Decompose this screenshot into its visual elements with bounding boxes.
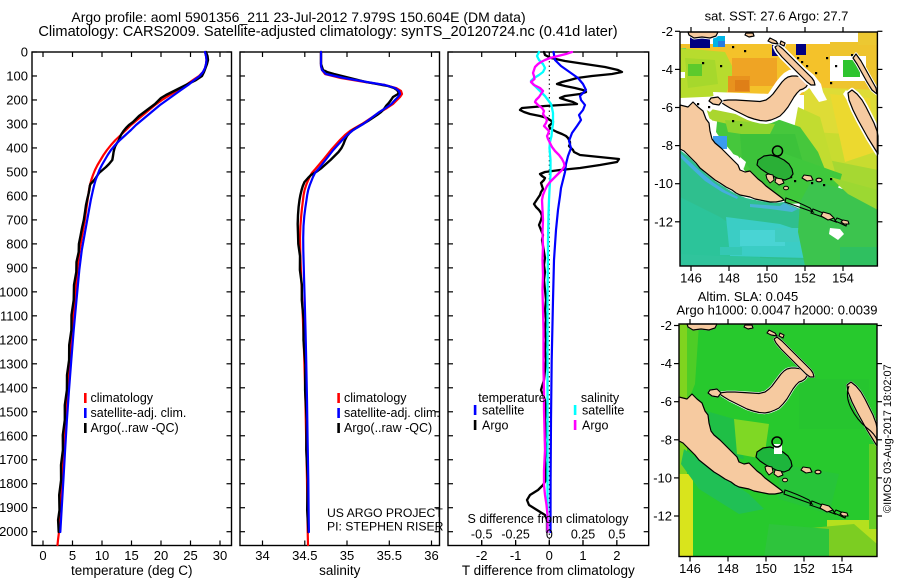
svg-text:300: 300 — [6, 116, 28, 131]
svg-text:temperature (deg C): temperature (deg C) — [71, 563, 193, 578]
svg-text:-4: -4 — [661, 62, 673, 77]
svg-text:1300: 1300 — [0, 356, 28, 371]
svg-text:1000: 1000 — [0, 284, 28, 299]
svg-text:34: 34 — [255, 548, 269, 563]
svg-text:0: 0 — [39, 548, 46, 563]
svg-text:-0.25: -0.25 — [501, 528, 530, 542]
svg-text:-6: -6 — [660, 394, 672, 409]
svg-text:sat. SST: 27.6 Argo: 27.7: sat. SST: 27.6 Argo: 27.7 — [705, 9, 849, 24]
svg-text:PI: STEPHEN RISER: PI: STEPHEN RISER — [327, 520, 444, 534]
svg-text:-8: -8 — [660, 432, 672, 447]
svg-text:satellite: satellite — [582, 404, 624, 418]
svg-text:©IMOS 03-Aug-2017 18:02:07: ©IMOS 03-Aug-2017 18:02:07 — [882, 364, 894, 513]
svg-text:30: 30 — [213, 548, 227, 563]
svg-text:-12: -12 — [653, 509, 672, 524]
svg-text:10: 10 — [95, 548, 109, 563]
svg-text:1100: 1100 — [0, 308, 28, 323]
svg-text:-2: -2 — [476, 548, 488, 563]
svg-text:1600: 1600 — [0, 428, 28, 443]
svg-text:1700: 1700 — [0, 452, 28, 467]
svg-text:US ARGO PROJECT: US ARGO PROJECT — [327, 506, 443, 520]
svg-text:climatology: climatology — [344, 391, 407, 405]
svg-text:-10: -10 — [653, 470, 672, 485]
svg-text:2000: 2000 — [0, 524, 28, 539]
svg-text:148: 148 — [717, 561, 739, 576]
svg-text:Argo: Argo — [482, 419, 508, 433]
svg-text:900: 900 — [6, 260, 28, 275]
svg-text:148: 148 — [718, 271, 740, 286]
svg-text:-8: -8 — [661, 138, 673, 153]
svg-text:satellite-adj. clim.: satellite-adj. clim. — [91, 406, 187, 420]
svg-text:200: 200 — [6, 92, 28, 107]
svg-text:0.5: 0.5 — [608, 528, 625, 542]
svg-text:Altim. SLA: 0.045: Altim. SLA: 0.045 — [698, 289, 798, 304]
svg-text:0: 0 — [21, 45, 28, 60]
svg-text:1200: 1200 — [0, 332, 28, 347]
svg-text:salinity: salinity — [581, 391, 620, 405]
svg-text:154: 154 — [832, 271, 854, 286]
svg-text:-10: -10 — [654, 176, 673, 191]
svg-text:146: 146 — [679, 561, 701, 576]
svg-text:800: 800 — [6, 236, 28, 251]
svg-text:35.5: 35.5 — [377, 548, 402, 563]
svg-text:1800: 1800 — [0, 476, 28, 491]
svg-text:146: 146 — [680, 271, 702, 286]
svg-text:satellite: satellite — [482, 404, 524, 418]
svg-text:35: 35 — [340, 548, 354, 563]
svg-text:-6: -6 — [661, 100, 673, 115]
svg-text:1400: 1400 — [0, 380, 28, 395]
svg-text:Argo(..raw -QC): Argo(..raw -QC) — [91, 421, 179, 435]
svg-text:20: 20 — [154, 548, 168, 563]
svg-text:700: 700 — [6, 212, 28, 227]
svg-text:36: 36 — [424, 548, 438, 563]
svg-text:climatology: climatology — [91, 391, 154, 405]
svg-text:0.25: 0.25 — [571, 528, 595, 542]
svg-text:0: 0 — [546, 528, 553, 542]
svg-text:salinity: salinity — [319, 563, 361, 578]
svg-text:5: 5 — [69, 548, 76, 563]
svg-text:-12: -12 — [654, 214, 673, 229]
svg-text:temperature: temperature — [478, 391, 545, 405]
svg-text:150: 150 — [756, 271, 778, 286]
svg-text:2: 2 — [613, 548, 620, 563]
svg-text:154: 154 — [831, 561, 853, 576]
svg-text:25: 25 — [183, 548, 197, 563]
svg-text:Argo h1000: 0.0047 h2000: 0.00: Argo h1000: 0.0047 h2000: 0.0039 — [677, 303, 878, 318]
svg-text:Argo: Argo — [582, 419, 608, 433]
svg-text:-0.5: -0.5 — [471, 528, 493, 542]
svg-text:1: 1 — [579, 548, 586, 563]
svg-text:34.5: 34.5 — [292, 548, 317, 563]
svg-text:0: 0 — [546, 548, 553, 563]
svg-text:152: 152 — [794, 271, 816, 286]
svg-text:1500: 1500 — [0, 404, 28, 419]
svg-text:satellite-adj. clim.: satellite-adj. clim. — [344, 406, 440, 420]
svg-text:-1: -1 — [510, 548, 522, 563]
svg-text:600: 600 — [6, 188, 28, 203]
svg-text:1900: 1900 — [0, 500, 28, 515]
svg-text:Argo(..raw -QC): Argo(..raw -QC) — [344, 421, 432, 435]
svg-text:-2: -2 — [661, 24, 673, 39]
svg-text:-2: -2 — [660, 318, 672, 333]
svg-text:S difference from climatology: S difference from climatology — [468, 512, 630, 526]
svg-text:15: 15 — [124, 548, 138, 563]
svg-text:500: 500 — [6, 164, 28, 179]
svg-text:152: 152 — [793, 561, 815, 576]
svg-text:400: 400 — [6, 140, 28, 155]
svg-text:Argo profile: aoml 5901356_211: Argo profile: aoml 5901356_211 23-Jul-20… — [71, 9, 525, 25]
svg-text:150: 150 — [755, 561, 777, 576]
svg-text:T difference from climatology: T difference from climatology — [462, 563, 635, 578]
svg-text:Climatology: CARS2009. Satelli: Climatology: CARS2009. Satellite-adjuste… — [38, 24, 617, 40]
svg-text:100: 100 — [6, 68, 28, 83]
svg-text:-4: -4 — [660, 356, 672, 371]
